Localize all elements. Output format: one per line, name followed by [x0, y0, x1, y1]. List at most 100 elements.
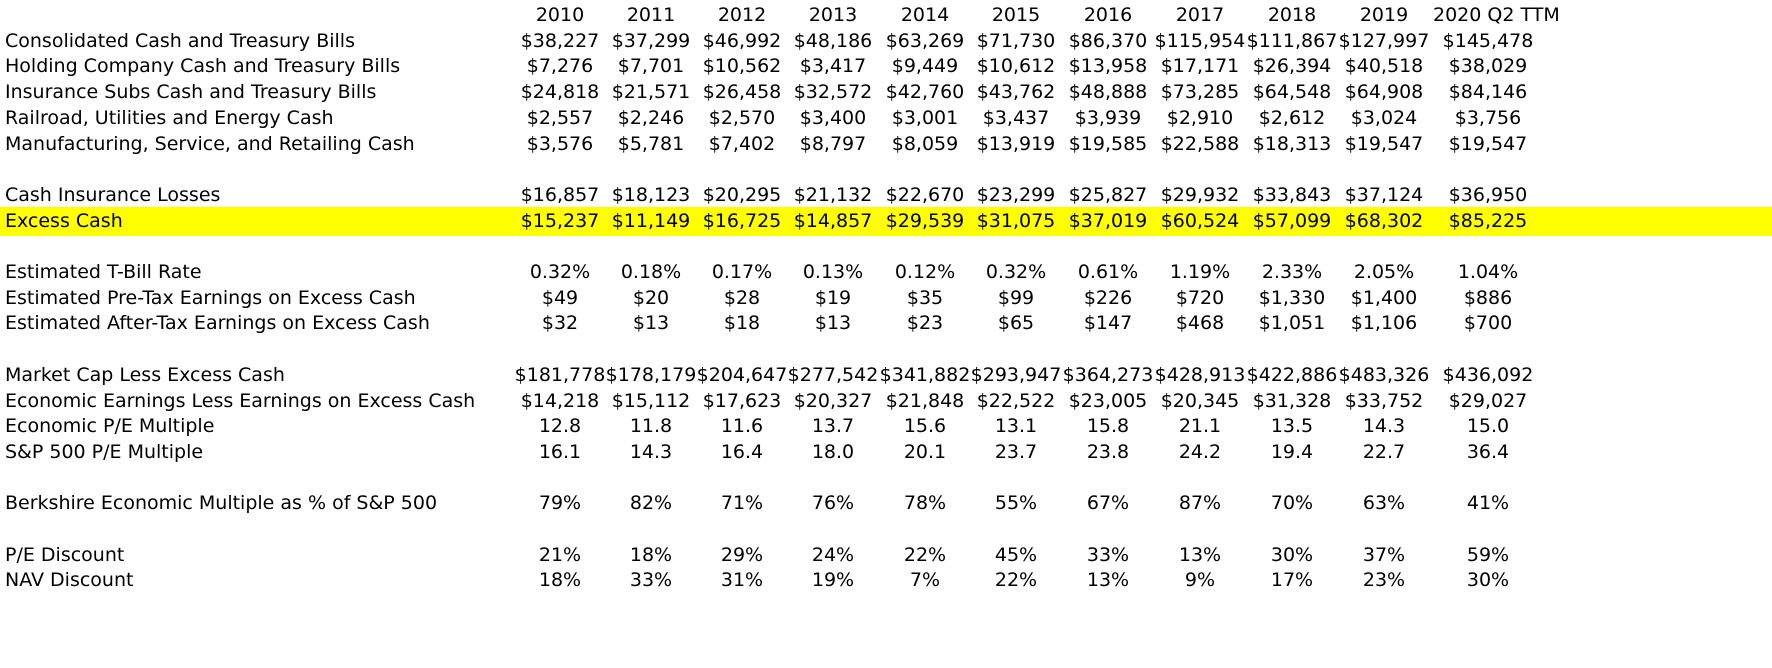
- table-cell: $1,330: [1258, 286, 1326, 309]
- table-cell: $46,992: [702, 29, 782, 52]
- table-cell: 18%: [629, 543, 673, 566]
- table-cell: $64,908: [1344, 81, 1424, 104]
- table-cell: $48,186: [793, 29, 873, 52]
- table-cell: 41%: [1466, 492, 1510, 515]
- table-cell: $19: [814, 286, 852, 309]
- table-cell: $40,518: [1344, 55, 1424, 78]
- table-cell: $23,005: [1068, 389, 1148, 412]
- table-cell: $15,112: [611, 389, 691, 412]
- table-cell: 16.4: [720, 440, 764, 463]
- table-cell: $3,400: [799, 106, 867, 129]
- table-cell: $2,246: [617, 106, 685, 129]
- table-cell: $20,327: [793, 389, 873, 412]
- table-cell: $21,571: [611, 81, 691, 104]
- table-row: P/E Discount 21% 18% 29% 24% 22% 45% 33% 13% 30% 3…: [0, 541, 1772, 570]
- table-cell: $2,612: [1258, 106, 1326, 129]
- table-cell: 0.17%: [711, 261, 773, 283]
- table-cell: 13%: [1086, 569, 1130, 592]
- table-cell: $428,913: [1154, 363, 1246, 386]
- table-cell: $277,542: [787, 363, 879, 386]
- table-cell: $33,843: [1252, 183, 1332, 206]
- row-label: Holding Company Cash and Treasury Bills: [5, 55, 401, 78]
- column-header: 2018: [1267, 4, 1317, 26]
- table-cell: $20,295: [702, 183, 782, 206]
- table-cell: $1,051: [1258, 312, 1326, 335]
- table-cell: $483,326: [1338, 363, 1430, 386]
- table-cell: $86,370: [1068, 29, 1148, 52]
- row-label: Manufacturing, Service, and Retailing Ca…: [5, 132, 415, 155]
- column-header: 2013: [808, 4, 858, 26]
- blank-row: [0, 155, 1772, 184]
- row-label: Cash Insurance Losses: [5, 183, 221, 206]
- table-row: Manufacturing, Service, and Retailing Ca…: [0, 130, 1772, 159]
- table-cell: 36.4: [1466, 440, 1510, 463]
- table-cell: 22.7: [1362, 440, 1406, 463]
- table-row: Excess Cash $15,237 $11,149 $16,725 $14,857 $…: [0, 206, 1772, 236]
- table-cell: $422,886: [1246, 363, 1338, 386]
- table-cell: $14,857: [793, 209, 873, 232]
- table-cell: 18.0: [811, 440, 855, 463]
- table-cell: $341,882: [879, 363, 971, 386]
- table-cell: $99: [997, 286, 1035, 309]
- table-cell: $29,932: [1160, 183, 1240, 206]
- table-cell: $21,132: [793, 183, 873, 206]
- table-cell: 15.8: [1086, 415, 1130, 438]
- table-cell: $22,522: [976, 389, 1056, 412]
- row-label: Market Cap Less Excess Cash: [5, 363, 285, 386]
- table-cell: $10,562: [702, 55, 782, 78]
- table-cell: 0.13%: [802, 261, 864, 283]
- table-cell: 0.32%: [985, 261, 1047, 283]
- table-cell: $43,762: [976, 81, 1056, 104]
- table-cell: $25,827: [1068, 183, 1148, 206]
- table-cell: 21%: [538, 543, 582, 566]
- table-cell: 23.7: [994, 440, 1038, 463]
- table-cell: $18: [723, 312, 761, 335]
- table-cell: $2,910: [1166, 106, 1234, 129]
- row-label: Consolidated Cash and Treasury Bills: [5, 29, 355, 52]
- table-cell: 14.3: [1362, 415, 1406, 438]
- table-cell: $3,939: [1074, 106, 1142, 129]
- table-cell: $26,458: [702, 81, 782, 104]
- table-cell: $18,123: [611, 183, 691, 206]
- table-cell: 59%: [1466, 543, 1510, 566]
- column-header: 2012: [717, 4, 767, 26]
- row-label: Excess Cash: [5, 209, 123, 232]
- table-cell: $63,269: [885, 29, 965, 52]
- table-cell: 71%: [720, 492, 764, 515]
- table-row: Economic P/E Multiple 12.8 11.8 11.6 13.7 15.…: [0, 412, 1772, 441]
- table-cell: $13: [814, 312, 852, 335]
- table-cell: 29%: [720, 543, 764, 566]
- table-cell: 12.8: [538, 415, 582, 438]
- table-row: Railroad, Utilities and Energy Cash $2,55…: [0, 104, 1772, 133]
- table-cell: $1,400: [1350, 286, 1418, 309]
- table-cell: $19,547: [1344, 132, 1424, 155]
- table-row: NAV Discount 18% 33% 31% 19% 7% 22% 13% 9% 17% 23%…: [0, 566, 1772, 595]
- table-cell: 17%: [1270, 569, 1314, 592]
- table-cell: $3,417: [799, 55, 867, 78]
- table-cell: $35: [906, 286, 944, 309]
- table-cell: $181,778: [514, 363, 606, 386]
- table-cell: 33%: [629, 569, 673, 592]
- table-cell: $60,524: [1160, 209, 1240, 232]
- table-cell: 0.61%: [1077, 261, 1139, 283]
- table-cell: $7,276: [526, 55, 594, 78]
- table-cell: $8,059: [891, 132, 959, 155]
- column-header: 2014: [900, 4, 950, 26]
- table-cell: $5,781: [617, 132, 685, 155]
- table-cell: $16,725: [702, 209, 782, 232]
- table-cell: 0.32%: [529, 261, 591, 283]
- table-cell: 15.6: [903, 415, 947, 438]
- header-row: 2010 2011 2012 2013 2014 2015 2016 2017 2018 2019…: [0, 1, 1772, 30]
- table-cell: $226: [1083, 286, 1133, 309]
- table-cell: $42,760: [885, 81, 965, 104]
- table-row: Cash Insurance Losses $16,857 $18,123 $20,2…: [0, 181, 1772, 210]
- table-cell: $111,867: [1246, 29, 1338, 52]
- table-cell: $84,146: [1448, 81, 1528, 104]
- blank-row: [0, 464, 1772, 493]
- table-cell: $48,888: [1068, 81, 1148, 104]
- table-cell: $436,092: [1442, 363, 1534, 386]
- table-cell: 31%: [720, 569, 764, 592]
- table-cell: 24%: [811, 543, 855, 566]
- row-label: Estimated Pre-Tax Earnings on Excess Cas…: [5, 286, 416, 309]
- table-cell: $7,402: [708, 132, 776, 155]
